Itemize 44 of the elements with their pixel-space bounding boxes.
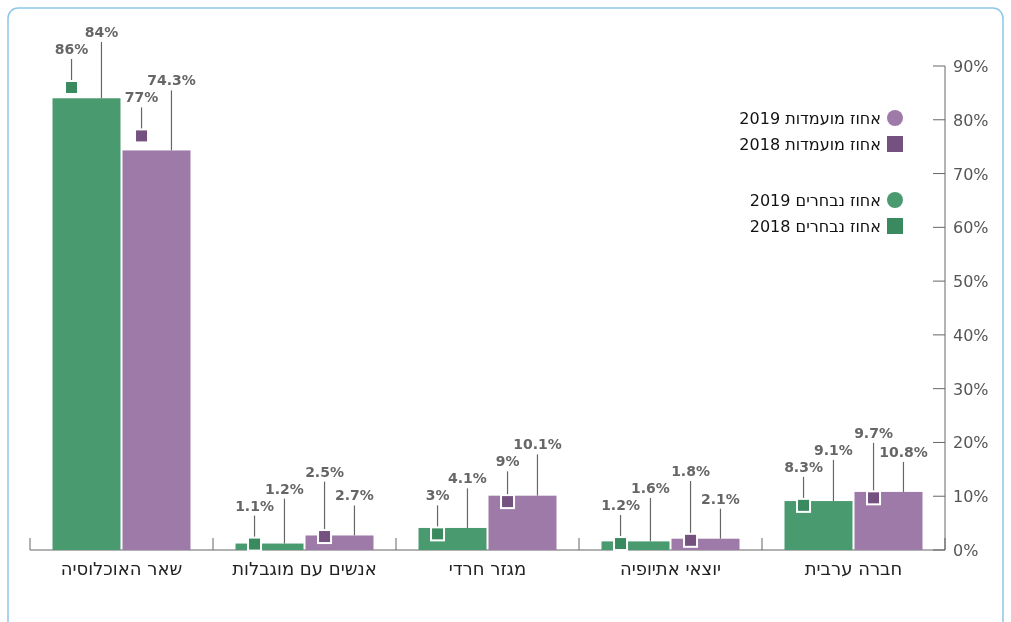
data-label: 1.2% bbox=[265, 480, 304, 497]
y-tick-label: 0% bbox=[953, 541, 979, 560]
y-tick-label: 90% bbox=[953, 57, 989, 76]
bar bbox=[854, 491, 923, 550]
bar bbox=[488, 495, 557, 550]
data-label: 2.1% bbox=[701, 490, 740, 507]
data-label: 9.1% bbox=[814, 441, 853, 458]
data-label: 2.5% bbox=[305, 463, 344, 480]
y-tick-label: 20% bbox=[953, 433, 989, 453]
x-tick-label: חברה ערבית bbox=[804, 558, 903, 579]
data-label: 2.7% bbox=[335, 487, 374, 504]
y-tick-label: 10% bbox=[953, 487, 989, 507]
data-label: 9.7% bbox=[854, 424, 893, 441]
y-tick-label: 40% bbox=[953, 325, 989, 345]
x-tick-label: יוצאי אתיופיה bbox=[619, 558, 722, 579]
data-label: 1.8% bbox=[671, 463, 710, 480]
y-tick-label: 30% bbox=[953, 379, 989, 399]
legend-label: אחוז מועמדות 2019 bbox=[739, 109, 881, 128]
x-tick-label: מגזר חרדי bbox=[448, 558, 527, 579]
data-label: 1.2% bbox=[601, 497, 640, 514]
bar bbox=[52, 98, 121, 550]
y-tick-label: 60% bbox=[953, 218, 989, 238]
data-label: 8.3% bbox=[784, 458, 823, 475]
data-label: 3% bbox=[425, 487, 450, 504]
legend-label: אחוז נבחרים 2018 bbox=[749, 217, 881, 236]
data-label: 74.3% bbox=[147, 72, 196, 89]
legend-label: אחוז מועמדות 2018 bbox=[739, 135, 881, 154]
x-tick-label: אנשים עם מוגבלות bbox=[232, 558, 377, 579]
data-label: 10.8% bbox=[879, 443, 928, 460]
x-tick-label: שאר האוכלוסיה bbox=[60, 558, 183, 579]
legend-label: אחוז נבחרים 2019 bbox=[749, 191, 881, 210]
y-tick-label: 70% bbox=[953, 164, 989, 184]
data-label: 86% bbox=[54, 41, 89, 58]
data-label: 10.1% bbox=[513, 436, 562, 453]
data-label: 1.6% bbox=[631, 480, 670, 497]
bar bbox=[784, 501, 853, 550]
data-label: 9% bbox=[495, 453, 520, 470]
bar bbox=[122, 150, 191, 550]
data-label: 77% bbox=[124, 89, 159, 106]
y-tick-label: 80% bbox=[953, 110, 989, 130]
y-tick-label: 50% bbox=[953, 272, 989, 292]
data-label: 4.1% bbox=[448, 470, 487, 487]
data-label: 1.1% bbox=[235, 497, 274, 514]
data-label: 84% bbox=[84, 24, 119, 41]
